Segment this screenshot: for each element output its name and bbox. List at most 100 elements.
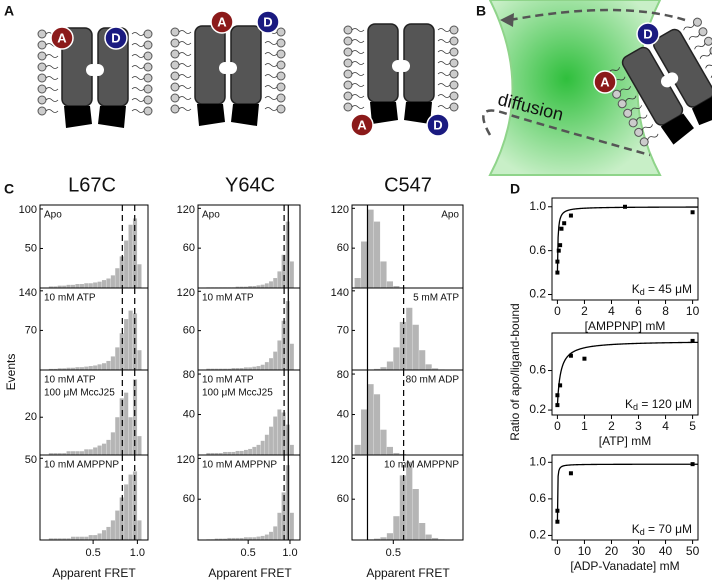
y-tick-label: 40 [337, 408, 349, 420]
histogram-bar [137, 264, 142, 288]
kd-subscript: d [633, 402, 638, 412]
y-tick-label: 0.2 [529, 402, 546, 416]
y-tick-label: 80 [337, 369, 349, 381]
annotation: 10 mM ATP [44, 375, 96, 386]
y-tick-label: 60 [337, 493, 349, 505]
y-axis-label: Events [4, 354, 18, 391]
annotation: 10 mM ATP [202, 293, 254, 304]
histogram-bar [115, 347, 120, 370]
histogram-bar [256, 285, 261, 288]
histogram-bar [84, 536, 89, 540]
histogram-bar [97, 281, 102, 288]
histogram-bar [239, 537, 244, 540]
histogram-bar [84, 449, 89, 455]
histogram-bar [110, 432, 115, 455]
data-point [690, 338, 695, 343]
kd-value: = 45 μM [645, 282, 692, 296]
y-tick-label: 120 [177, 454, 195, 466]
histogram-bar [289, 343, 294, 370]
histogram-bar [361, 241, 368, 288]
histogram-bar [79, 367, 84, 370]
histogram-bar [106, 278, 111, 288]
histogram-bar [115, 510, 120, 540]
histogram-bar [124, 484, 129, 540]
kd-symbol: K [625, 397, 633, 411]
acceptor: A [357, 117, 367, 132]
histogram-bar [373, 394, 381, 455]
histogram-bar [79, 284, 84, 288]
histogram-bar [273, 351, 278, 370]
histogram-bar [218, 452, 223, 455]
histogram-bar [425, 364, 432, 370]
histogram-bar [367, 209, 374, 288]
data-point [559, 226, 564, 231]
plot-frame [197, 454, 301, 541]
histogram-bar [386, 361, 394, 370]
data-point [562, 221, 567, 226]
histogram-bar [137, 520, 142, 540]
histogram-bar [399, 475, 406, 540]
x-axis-label: [AMPPNP] mM [585, 319, 666, 333]
y-tick-label: 70 [25, 324, 37, 336]
histogram-bar [248, 537, 253, 540]
histogram-bar [269, 531, 273, 540]
panel-label: D [510, 181, 520, 197]
histogram-bar [273, 416, 278, 455]
histogram-bar [227, 368, 232, 370]
histogram-bar [70, 367, 76, 370]
panel-label: A [4, 3, 14, 19]
y-tick-label: 20 [25, 411, 37, 423]
histogram-bar [231, 451, 236, 455]
histogram-bar [48, 453, 53, 455]
x-tick-label: 10 [578, 544, 592, 558]
histogram-bar [128, 224, 133, 288]
annotation: 100 μM MccJ25 [202, 388, 273, 399]
histogram-bar [227, 537, 232, 540]
histogram-bar [214, 538, 219, 540]
annotation: 80 mM ADP [406, 375, 460, 386]
kd-value: = 120 μM [638, 397, 692, 411]
histogram-bar [206, 452, 211, 455]
histogram-bar [70, 451, 76, 455]
histogram-bar [235, 450, 240, 455]
plot-frame [551, 454, 699, 541]
histogram-bar [57, 368, 62, 370]
y-tick-label: 0.6 [529, 243, 546, 257]
histogram-bar [252, 537, 257, 540]
column-title: Y64C [225, 174, 275, 196]
y-tick-label: 50 [25, 454, 37, 466]
histogram-bar [239, 450, 244, 455]
y-tick-label: 120 [177, 287, 195, 299]
kd-subscript: d [640, 287, 645, 297]
histogram-bar [132, 218, 138, 288]
histogram-bar [66, 451, 71, 455]
histogram-bar [128, 417, 133, 455]
histogram-bar [269, 281, 273, 288]
histogram-bar [48, 538, 53, 540]
y-tick-label: 120 [331, 454, 349, 466]
histogram-bar [62, 368, 67, 370]
dye-labels: A D A D A D A D [50, 10, 660, 137]
plot-frame [39, 454, 149, 541]
histogram-bar [66, 284, 71, 288]
x-axis-label: Apparent FRET [52, 566, 136, 580]
histogram-bar [57, 285, 62, 288]
histogram-bar [57, 538, 62, 540]
histogram-bar [115, 268, 120, 288]
histogram-bar [243, 537, 248, 540]
histogram-bar [110, 520, 115, 540]
data-point [556, 248, 561, 253]
x-tick-label: 4 [608, 304, 615, 318]
histogram-bar [264, 362, 269, 370]
data-point [555, 270, 560, 275]
histogram-bar [367, 384, 374, 455]
annotation: 10 mM AMPPNP [202, 460, 277, 471]
histogram-bar [231, 368, 236, 370]
x-tick-label: 50 [686, 544, 700, 558]
fit-curve [556, 206, 698, 273]
histogram-bar [256, 536, 261, 540]
histogram-bar [53, 286, 58, 288]
x-tick-label: 2 [581, 304, 588, 318]
x-axis-label: Apparent FRET [208, 566, 292, 580]
kd-label: Kd = 120 μM [625, 397, 692, 412]
